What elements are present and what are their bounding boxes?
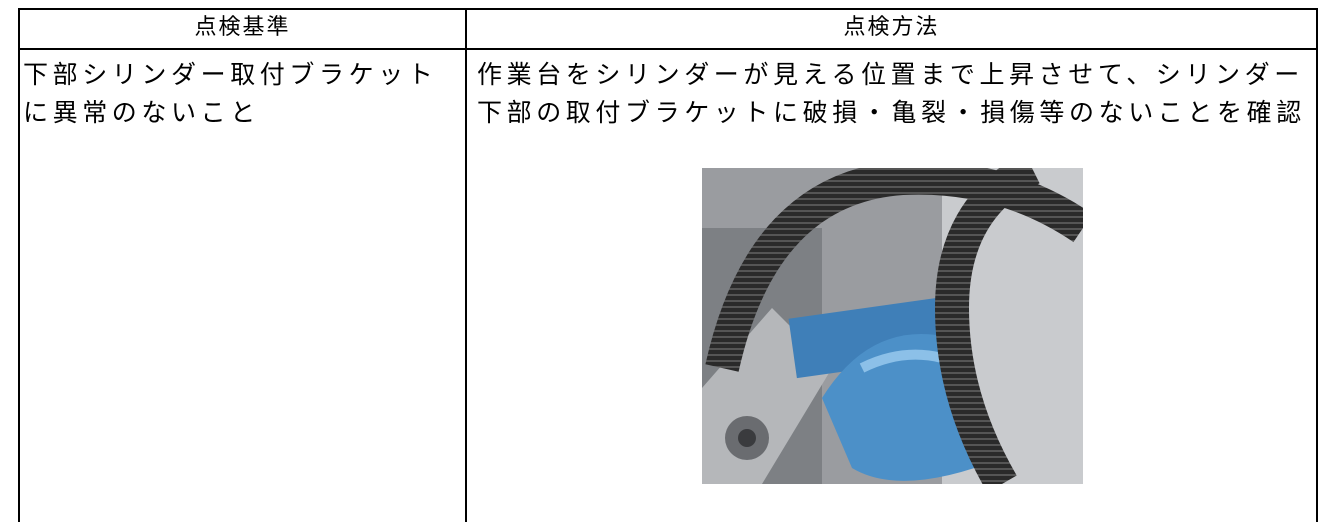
- table-border: [18, 8, 20, 522]
- table-border: [465, 8, 467, 522]
- header-cell: 点検方法: [843, 15, 940, 40]
- method-text: 下部の取付ブラケットに破損・亀裂・損傷等のないことを確認: [477, 98, 1306, 127]
- method-text: 作業台をシリンダーが見える位置まで上昇させて、シリンダー: [477, 60, 1304, 89]
- table-border: [18, 48, 1318, 50]
- inspection-photo: [702, 168, 1083, 484]
- criterion-text: 下部シリンダー取付ブラケット: [23, 60, 438, 89]
- criterion-text: に異常のないこと: [23, 98, 260, 127]
- header-cell: 点検基準: [194, 15, 291, 40]
- table-border: [1316, 8, 1318, 522]
- table-border: [18, 8, 1318, 10]
